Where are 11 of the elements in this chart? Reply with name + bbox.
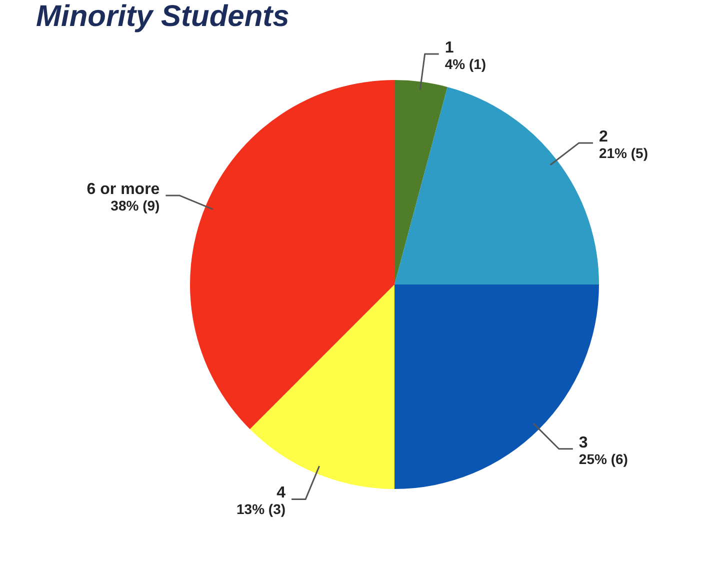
slice-label: 4: [276, 484, 286, 502]
chart-title: Minority Students: [36, 0, 290, 34]
slice-label: 3: [578, 434, 588, 452]
data-label: 38% (9): [110, 197, 160, 214]
slice-label: 6 or more: [86, 180, 160, 198]
data-label: 25% (6): [578, 450, 628, 467]
data-label: 21% (5): [598, 144, 648, 161]
slice-label: 2: [598, 128, 608, 146]
slice-label: 1: [444, 39, 454, 56]
data-label: 13% (3): [236, 501, 286, 518]
data-label: 4% (1): [444, 56, 486, 72]
